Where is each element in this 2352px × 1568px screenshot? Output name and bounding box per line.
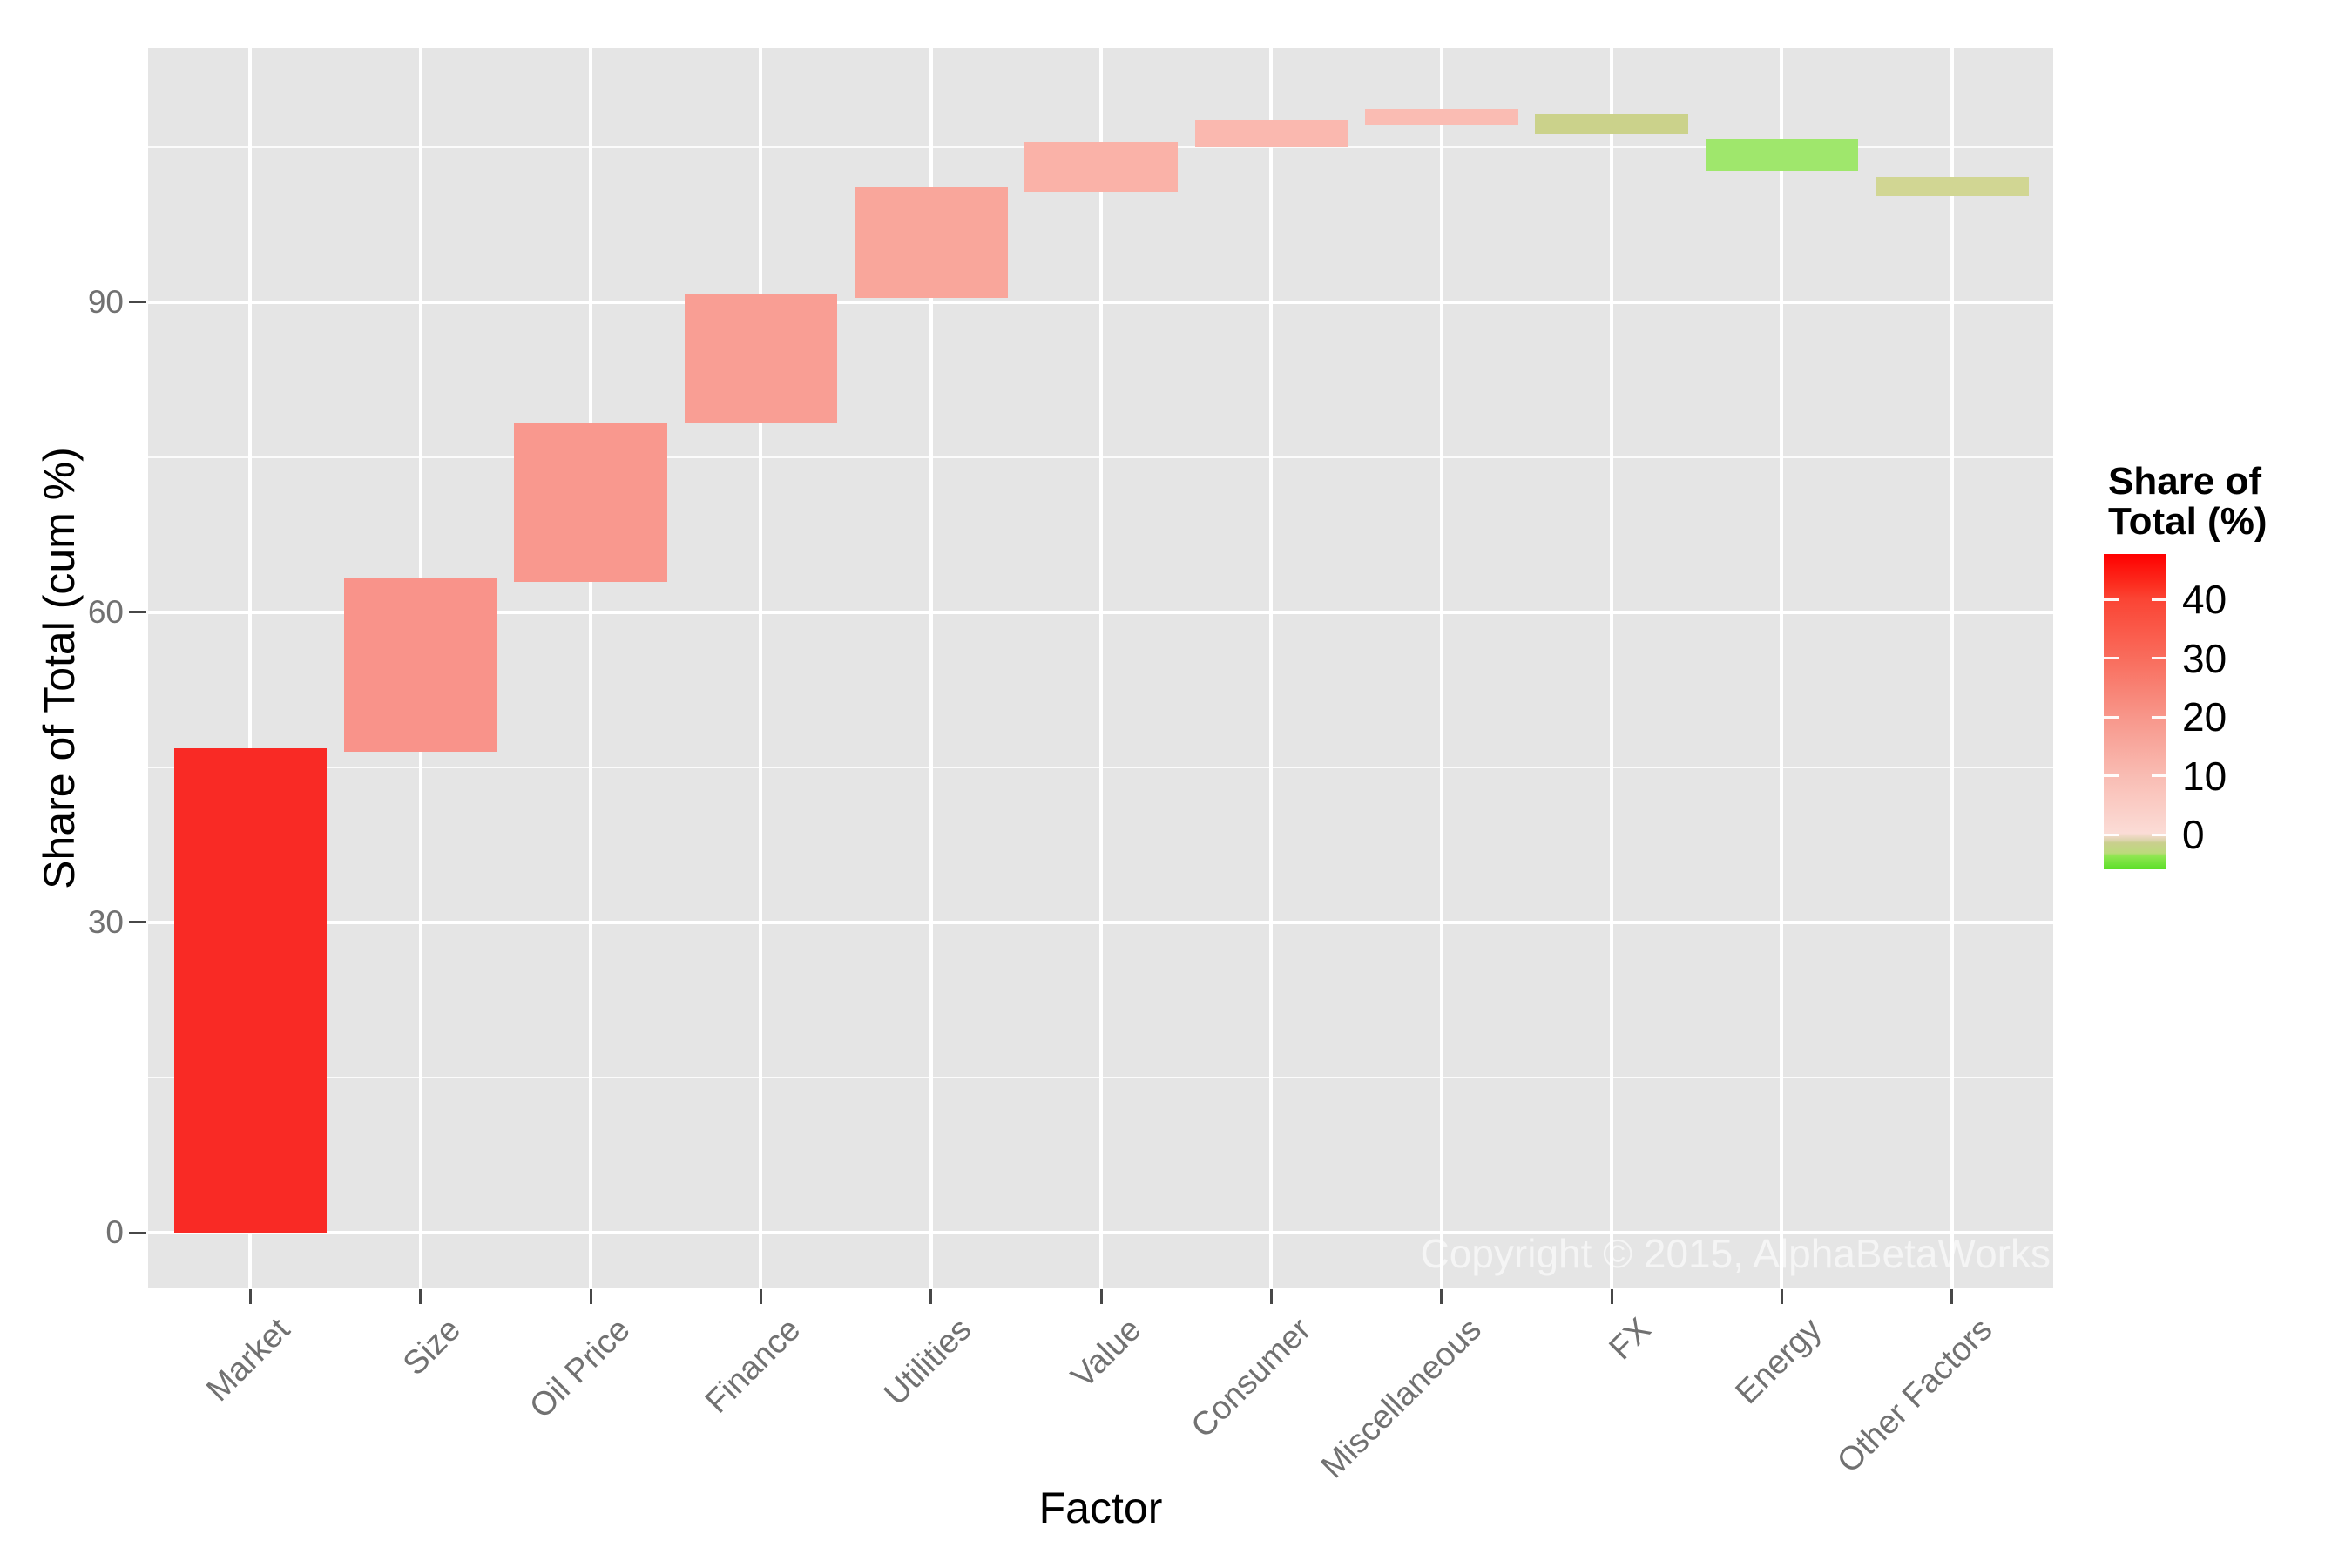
x-tick-label-utilities: Utilities <box>876 1311 978 1413</box>
gridline-x-miscellaneous <box>1439 48 1443 1288</box>
legend-tick-left-40 <box>2104 598 2119 601</box>
y-tick-label-30: 30 <box>87 903 124 940</box>
x-tick-label-consumer: Consumer <box>1184 1311 1318 1445</box>
gridline-x-value <box>1099 48 1104 1288</box>
x-tick-label-value: Value <box>1064 1311 1148 1396</box>
y-tick-90 <box>129 301 146 304</box>
y-tick-0 <box>129 1231 146 1234</box>
x-tick-other-factors <box>1950 1289 1954 1304</box>
y-tick-60 <box>129 611 146 614</box>
legend-title-line2: Total (%) <box>2108 500 2268 543</box>
legend-tick-left-20 <box>2104 716 2119 719</box>
legend-label-10: 10 <box>2182 754 2227 799</box>
y-tick-label-0: 0 <box>105 1214 124 1250</box>
x-tick-fx <box>1610 1289 1613 1304</box>
legend-label-20: 20 <box>2182 694 2227 740</box>
bar-energy <box>1705 139 1859 172</box>
gridline-x-market <box>248 48 253 1288</box>
legend-tick-left-30 <box>2104 657 2119 659</box>
legend-gradient-bar <box>2104 554 2166 869</box>
x-axis-title: Factor <box>1038 1484 1163 1532</box>
legend-label-30: 30 <box>2182 636 2227 681</box>
legend-tick-right-10 <box>2152 774 2166 777</box>
x-tick-label-finance: Finance <box>698 1311 808 1421</box>
y-tick-label-90: 90 <box>87 283 124 320</box>
bar-consumer <box>1194 120 1348 147</box>
bar-market <box>173 747 328 1233</box>
legend-title: Share of Total (%) <box>2108 462 2268 542</box>
legend-tick-right-40 <box>2152 598 2166 601</box>
gridline-x-consumer <box>1269 48 1274 1288</box>
x-tick-consumer <box>1269 1289 1273 1304</box>
x-tick-label-miscellaneous: Miscellaneous <box>1315 1311 1489 1486</box>
bar-utilities <box>854 187 1008 299</box>
x-tick-label-other-factors: Other Factors <box>1830 1311 1999 1481</box>
x-tick-miscellaneous <box>1440 1289 1443 1304</box>
gridline-x-finance <box>759 48 763 1288</box>
x-tick-value <box>1099 1289 1103 1304</box>
y-tick-label-60: 60 <box>87 593 124 630</box>
bar-size <box>343 577 497 753</box>
x-tick-size <box>419 1289 422 1304</box>
x-tick-label-energy: Energy <box>1728 1311 1828 1412</box>
x-tick-label-market: Market <box>199 1311 297 1409</box>
legend-tick-right-30 <box>2152 657 2166 659</box>
bar-value <box>1024 142 1178 193</box>
y-tick-30 <box>129 921 146 924</box>
bar-oil-price <box>514 422 667 583</box>
legend-tick-right-0 <box>2152 834 2166 836</box>
bar-fx <box>1535 114 1688 134</box>
x-tick-utilities <box>929 1289 933 1304</box>
y-axis-title: Share of Total (cum %) <box>35 447 84 889</box>
x-tick-oil-price <box>589 1289 592 1304</box>
x-tick-energy <box>1780 1289 1783 1304</box>
bar-other-factors <box>1875 177 2029 196</box>
legend-tick-right-20 <box>2152 716 2166 719</box>
legend-tick-left-10 <box>2104 774 2119 777</box>
legend-title-line1: Share of <box>2108 460 2262 503</box>
bar-finance <box>684 294 838 423</box>
legend-tick-left-0 <box>2104 834 2119 836</box>
x-tick-label-size: Size <box>396 1311 468 1383</box>
x-tick-market <box>248 1289 252 1304</box>
legend-label-0: 0 <box>2182 812 2205 857</box>
x-tick-label-oil-price: Oil Price <box>523 1311 638 1426</box>
gridline-x-oil-price <box>589 48 593 1288</box>
gridline-x-utilities <box>929 48 933 1288</box>
gridline-x-fx <box>1610 48 1614 1288</box>
gridline-x-other-factors <box>1950 48 1954 1288</box>
bar-miscellaneous <box>1364 109 1518 126</box>
x-tick-label-fx: FX <box>1602 1311 1659 1368</box>
x-tick-finance <box>759 1289 762 1304</box>
legend-label-40: 40 <box>2182 577 2227 622</box>
gridline-x-energy <box>1780 48 1784 1288</box>
copyright-watermark: Copyright © 2015, AlphaBetaWorks <box>1420 1231 2051 1276</box>
